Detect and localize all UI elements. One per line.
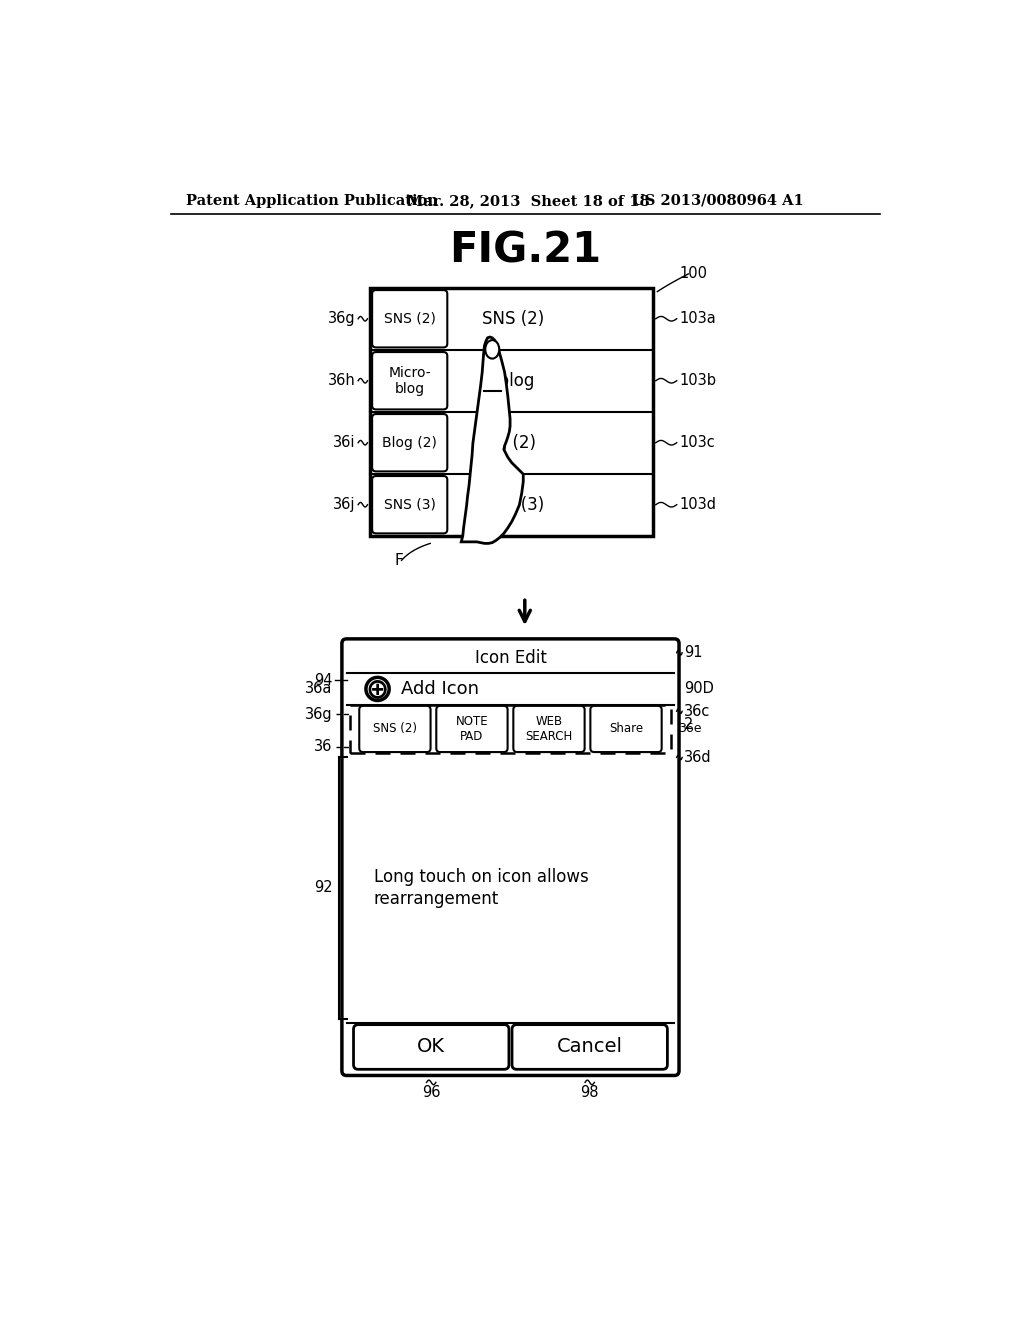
FancyBboxPatch shape — [353, 1024, 509, 1069]
Text: SNS (2): SNS (2) — [384, 312, 435, 326]
FancyBboxPatch shape — [372, 414, 447, 471]
Text: roblog: roblog — [482, 372, 535, 389]
Text: Micro-
blog: Micro- blog — [388, 366, 431, 396]
Text: SNS (2): SNS (2) — [373, 722, 417, 735]
Text: 36i: 36i — [334, 436, 356, 450]
Text: 94: 94 — [314, 673, 333, 688]
Ellipse shape — [485, 341, 500, 359]
FancyBboxPatch shape — [513, 706, 585, 752]
FancyBboxPatch shape — [342, 639, 679, 1076]
Text: 36: 36 — [314, 739, 333, 754]
Text: 36a: 36a — [305, 681, 333, 697]
Text: F: F — [395, 553, 403, 568]
FancyBboxPatch shape — [436, 706, 508, 752]
Polygon shape — [461, 337, 523, 544]
FancyBboxPatch shape — [372, 290, 447, 347]
Text: 36d: 36d — [684, 750, 712, 766]
Text: 92: 92 — [314, 880, 333, 895]
Text: OK: OK — [417, 1038, 445, 1056]
Text: 100: 100 — [679, 267, 707, 281]
Text: Patent Application Publication: Patent Application Publication — [186, 194, 438, 207]
Text: 36c: 36c — [684, 704, 710, 719]
Text: Mar. 28, 2013  Sheet 18 of 18: Mar. 28, 2013 Sheet 18 of 18 — [407, 194, 649, 207]
Text: Blog (2): Blog (2) — [382, 436, 437, 450]
Text: 103c: 103c — [679, 436, 715, 450]
Text: ⊕: ⊕ — [366, 675, 389, 704]
Text: 103a: 103a — [679, 312, 716, 326]
Text: SNS (3): SNS (3) — [384, 498, 435, 512]
Bar — [349, 705, 672, 752]
Text: SNS (3): SNS (3) — [482, 496, 545, 513]
FancyBboxPatch shape — [372, 352, 447, 409]
Text: 103b: 103b — [679, 374, 716, 388]
Text: Icon Edit: Icon Edit — [474, 649, 547, 667]
FancyBboxPatch shape — [591, 706, 662, 752]
Text: 2: 2 — [684, 717, 693, 731]
Bar — [370, 288, 653, 536]
Text: FIG.21: FIG.21 — [449, 230, 601, 272]
Text: 36e: 36e — [678, 722, 701, 735]
Text: US 2013/0080964 A1: US 2013/0080964 A1 — [632, 194, 804, 207]
Text: 90D: 90D — [684, 681, 714, 697]
Text: 36j: 36j — [334, 498, 356, 512]
Text: 36g: 36g — [329, 312, 356, 326]
Text: SNS (2): SNS (2) — [482, 310, 545, 327]
Text: 96: 96 — [422, 1085, 440, 1100]
Text: Add Icon: Add Icon — [400, 680, 479, 698]
Text: 98: 98 — [581, 1085, 599, 1100]
Text: log (2): log (2) — [482, 434, 537, 451]
Text: 91: 91 — [684, 645, 702, 660]
FancyBboxPatch shape — [359, 706, 430, 752]
FancyBboxPatch shape — [372, 477, 447, 533]
Text: Share: Share — [609, 722, 643, 735]
Text: Cancel: Cancel — [557, 1038, 623, 1056]
Text: Long touch on icon allows: Long touch on icon allows — [374, 869, 589, 886]
Text: 36h: 36h — [328, 374, 356, 388]
Text: 103d: 103d — [679, 498, 716, 512]
Text: WEB
SEARCH: WEB SEARCH — [525, 715, 572, 743]
Text: rearrangement: rearrangement — [374, 890, 499, 908]
Text: 36g: 36g — [305, 706, 333, 722]
Text: NOTE
PAD: NOTE PAD — [456, 715, 488, 743]
FancyBboxPatch shape — [512, 1024, 668, 1069]
Circle shape — [366, 677, 389, 701]
